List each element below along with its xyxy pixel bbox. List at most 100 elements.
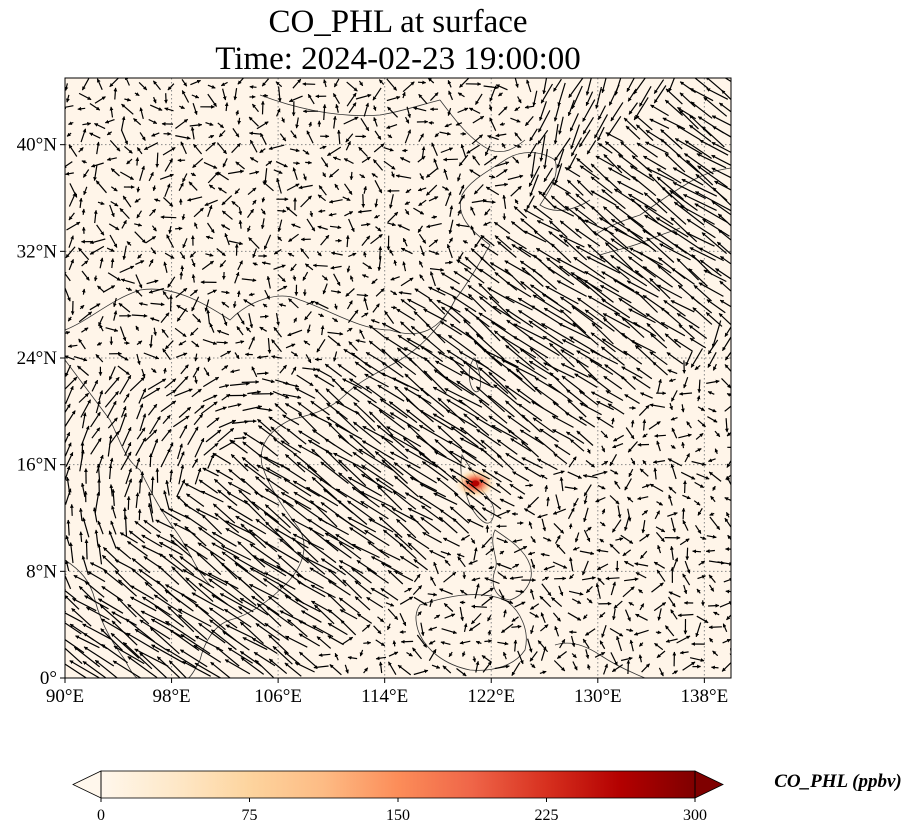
wind-arrow xyxy=(399,157,411,163)
wind-arrow xyxy=(228,240,244,246)
longitude-tick-label: 130°E xyxy=(574,686,622,707)
wind-arrow xyxy=(576,157,593,173)
wind-arrow xyxy=(66,94,70,103)
wind-arrow xyxy=(96,78,103,91)
wind-arrow xyxy=(404,208,410,215)
wind-arrow xyxy=(593,114,609,139)
wind-arrow xyxy=(66,221,81,231)
wind-arrow xyxy=(501,142,506,149)
wind-arrow xyxy=(104,119,115,124)
wind-arrow xyxy=(180,141,187,155)
wind-arrow xyxy=(455,122,463,126)
wind-arrow xyxy=(397,224,410,231)
wind-arrow xyxy=(523,208,544,221)
wind-arrow xyxy=(690,78,709,89)
wind-arrow xyxy=(164,158,174,172)
wind-arrow xyxy=(493,221,511,235)
wind-arrow xyxy=(426,168,438,178)
wind-arrow xyxy=(404,116,410,124)
wind-arrow xyxy=(148,171,154,182)
wind-arrow xyxy=(495,168,508,178)
wind-arrow xyxy=(134,222,143,227)
wind-arrow xyxy=(134,198,141,203)
wind-arrow xyxy=(65,246,76,259)
wind-arrow xyxy=(332,93,341,105)
wind-arrow xyxy=(569,113,579,132)
wind-arrow xyxy=(484,639,493,644)
wind-arrow xyxy=(635,124,654,142)
wind-arrow xyxy=(458,154,469,167)
wind-arrow xyxy=(686,159,714,186)
wind-arrow xyxy=(448,90,454,101)
wind-arrow xyxy=(97,201,105,205)
wind-arrow xyxy=(524,116,534,127)
wind-arrow xyxy=(724,78,731,83)
map-title-line2: Time: 2024-02-23 19:00:00 xyxy=(215,41,581,77)
colorbar-tick-label: 150 xyxy=(386,807,410,824)
wind-arrow xyxy=(418,199,427,207)
wind-arrow xyxy=(586,140,597,155)
wind-arrow xyxy=(470,225,476,236)
wind-arrow xyxy=(358,146,368,157)
wind-arrow xyxy=(231,200,239,208)
wind-arrow xyxy=(471,134,483,145)
wind-arrow xyxy=(205,141,216,152)
wind-arrow xyxy=(291,223,301,229)
wind-arrow xyxy=(480,234,495,247)
wind-arrow xyxy=(514,106,521,112)
wind-arrow xyxy=(417,155,426,163)
wind-arrow xyxy=(684,153,714,175)
wind-arrow xyxy=(386,95,401,102)
wind-arrow xyxy=(374,180,383,194)
wind-arrow xyxy=(228,169,245,175)
wind-arrow xyxy=(711,115,731,127)
wind-arrow xyxy=(617,180,644,196)
wind-arrow xyxy=(553,103,561,122)
wind-arrow xyxy=(277,86,282,103)
wind-arrow xyxy=(327,146,342,157)
wind-arrow xyxy=(68,121,74,125)
wind-arrow xyxy=(539,135,546,162)
wind-arrow xyxy=(418,133,425,143)
wind-arrow xyxy=(298,184,313,190)
wind-arrow xyxy=(413,207,425,215)
wind-arrow xyxy=(359,173,366,179)
wind-arrow xyxy=(193,207,204,218)
wind-arrow xyxy=(249,131,262,136)
wind-arrow xyxy=(548,230,569,247)
wind-arrow xyxy=(300,195,312,208)
wind-arrow xyxy=(122,245,127,260)
wind-arrow xyxy=(525,483,534,488)
wind-arrow xyxy=(538,190,556,208)
wind-arrow xyxy=(77,106,86,111)
wind-arrow xyxy=(96,141,100,155)
wind-arrow xyxy=(636,142,658,158)
wind-arrow xyxy=(179,105,185,110)
wind-arrow xyxy=(360,117,370,132)
wind-arrow xyxy=(109,139,121,152)
wind-arrow xyxy=(635,114,653,131)
wind-arrow xyxy=(714,180,731,191)
wind-arrow xyxy=(292,78,302,89)
wind-arrow xyxy=(187,196,203,202)
wind-arrow xyxy=(216,171,229,181)
wind-arrow xyxy=(579,165,600,180)
wind-arrow xyxy=(439,131,451,136)
wind-arrow xyxy=(514,199,519,205)
wind-arrow xyxy=(530,152,536,179)
wind-arrow xyxy=(391,305,398,310)
wind-arrow xyxy=(592,230,619,251)
wind-arrow xyxy=(121,103,134,115)
wind-arrow xyxy=(361,222,371,227)
wind-arrow xyxy=(109,106,114,118)
wind-arrow xyxy=(447,108,452,116)
wind-arrow xyxy=(252,199,257,205)
wind-arrow xyxy=(322,172,327,178)
wind-arrow xyxy=(361,235,371,246)
wind-arrow xyxy=(711,154,731,167)
wind-arrow xyxy=(66,132,72,137)
wind-arrow xyxy=(650,104,669,117)
wind-arrow xyxy=(150,247,157,255)
wind-arrow xyxy=(143,142,159,151)
wind-arrow xyxy=(404,129,411,144)
